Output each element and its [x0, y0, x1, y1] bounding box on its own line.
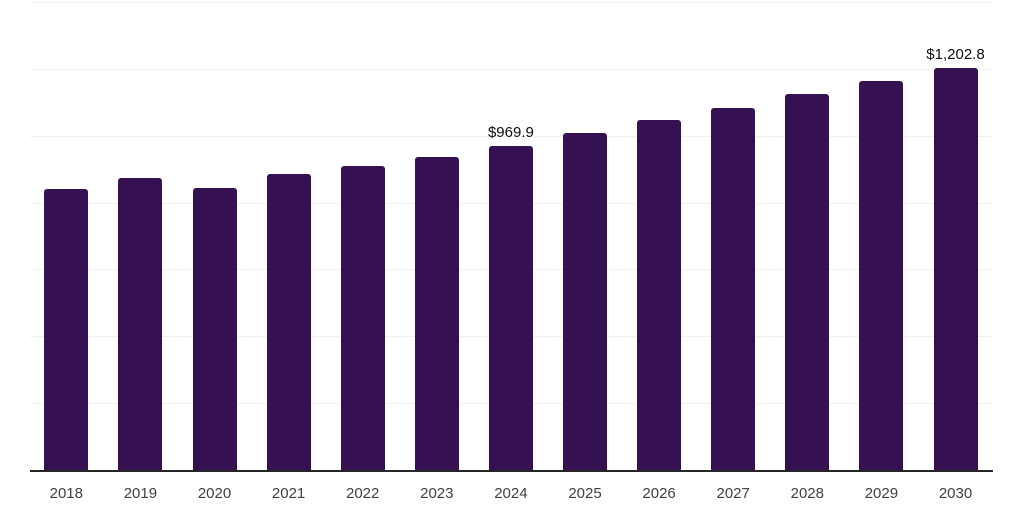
bar-2018 — [44, 188, 89, 470]
bar-2023 — [414, 156, 459, 470]
bar-2025 — [563, 132, 607, 470]
x-tick-label-2020: 2020 — [197, 485, 232, 502]
x-tick-label-2025: 2025 — [568, 485, 602, 502]
x-tick-label-2019: 2019 — [123, 485, 158, 502]
x-tick-label-2023: 2023 — [420, 485, 454, 502]
bar-2027 — [711, 107, 756, 470]
plot-area: $969.9 $1,202.8 — [30, 0, 993, 472]
x-tick-label-2028: 2028 — [790, 485, 824, 502]
x-tick-label-2024: 2024 — [494, 485, 528, 502]
x-tick-label-2022: 2022 — [346, 485, 380, 502]
x-tick-label-2027: 2027 — [716, 485, 750, 502]
bar-2022 — [340, 166, 385, 470]
bar-2019 — [118, 178, 163, 470]
x-tick-label-2029: 2029 — [864, 485, 899, 502]
bar-2030 — [933, 67, 978, 470]
bar-2028 — [785, 94, 830, 470]
bar-value-label-2024: $969.9 — [487, 123, 534, 141]
bar-2029 — [859, 81, 904, 470]
bar-2024 — [488, 145, 533, 470]
x-tick-label-2021: 2021 — [271, 485, 306, 502]
gridline — [30, 135, 993, 137]
x-tick-label-2030: 2030 — [938, 485, 973, 502]
bar-2026 — [637, 120, 682, 470]
bar-value-label-2030: $1,202.8 — [926, 45, 985, 63]
bar-2021 — [266, 173, 311, 470]
gridline — [30, 68, 993, 70]
bar-2020 — [192, 187, 237, 470]
x-axis-line — [30, 470, 993, 472]
x-tick-label-2018: 2018 — [49, 485, 83, 502]
x-tick-label-2026: 2026 — [642, 485, 676, 502]
gridline — [30, 2, 993, 3]
